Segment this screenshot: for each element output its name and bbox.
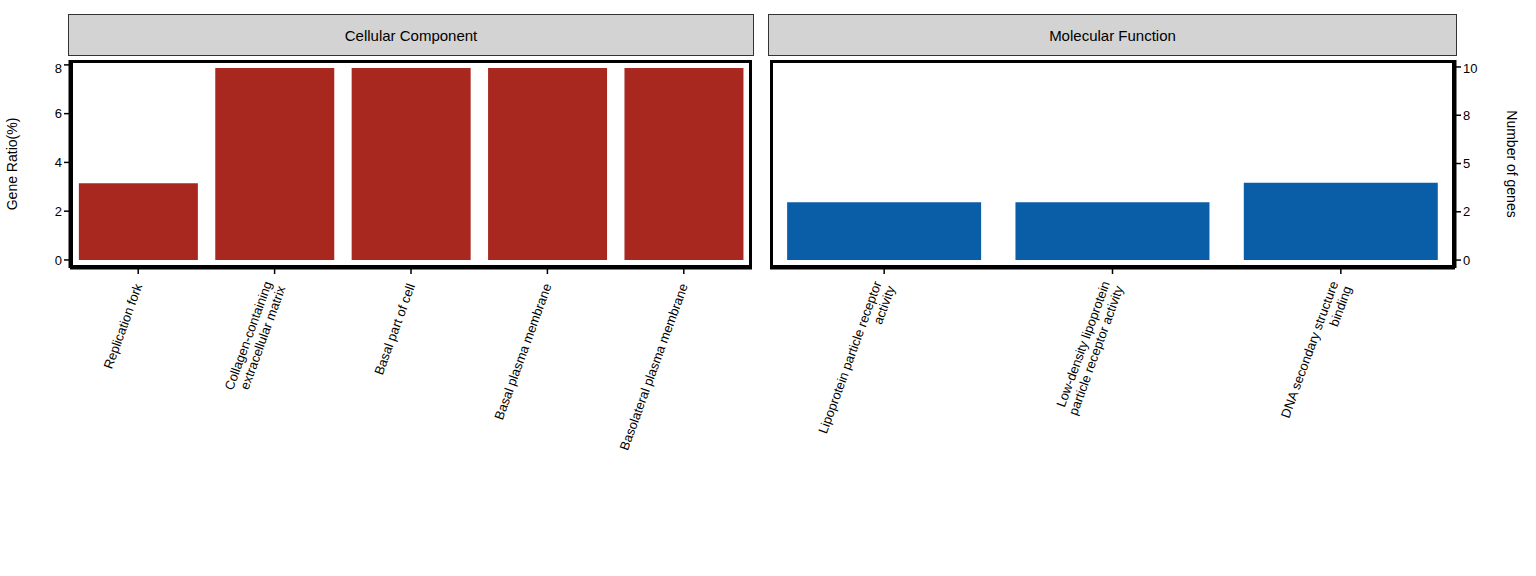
svg-text:Basal plasma membrane: Basal plasma membrane — [491, 281, 554, 421]
svg-text:2: 2 — [1463, 204, 1470, 219]
svg-text:5: 5 — [1463, 156, 1470, 171]
svg-text:0: 0 — [55, 253, 62, 268]
svg-text:4: 4 — [55, 155, 62, 170]
svg-text:0: 0 — [1463, 253, 1470, 268]
svg-text:8: 8 — [55, 61, 62, 76]
svg-text:Gene Ratio(%): Gene Ratio(%) — [8, 118, 20, 211]
svg-text:Lipoprotein particle receptora: Lipoprotein particle receptoractivity — [815, 278, 898, 440]
svg-text:Collagen-containingextracellul: Collagen-containingextracellular matrix — [222, 279, 289, 397]
svg-text:Number of genes: Number of genes — [1504, 110, 1520, 217]
svg-text:DNA secondary structurebinding: DNA secondary structurebinding — [1278, 279, 1355, 425]
html-text:Molecular Function: Molecular Function — [1049, 26, 1176, 44]
svg-text:Basal part of cell: Basal part of cell — [371, 281, 418, 377]
svg-text:Low-density lipoproteinparticl: Low-density lipoproteinparticle receptor… — [1052, 279, 1126, 418]
svg-text:Basolateral plasma membrane: Basolateral plasma membrane — [616, 281, 690, 452]
svg-text:6: 6 — [55, 106, 62, 121]
svg-text:Replication fork: Replication fork — [101, 281, 146, 371]
html-text:Cellular Component: Cellular Component — [344, 26, 478, 44]
svg-text:8: 8 — [1463, 108, 1470, 123]
svg-text:10: 10 — [1463, 61, 1477, 76]
svg-text:2: 2 — [55, 204, 62, 219]
